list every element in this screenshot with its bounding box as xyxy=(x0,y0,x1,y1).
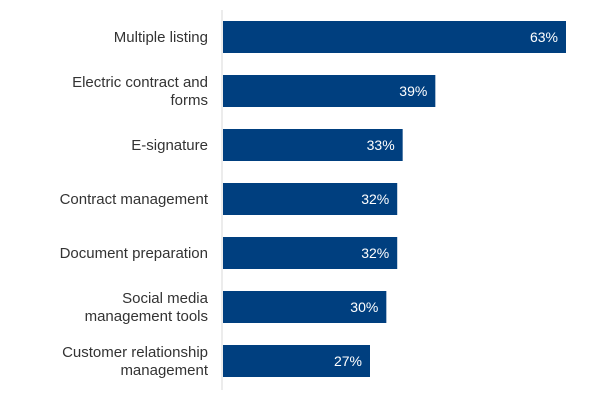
value-label-5: 30% xyxy=(350,299,378,315)
value-label-2: 33% xyxy=(367,137,395,153)
value-label-3: 32% xyxy=(361,191,389,207)
value-label-4: 32% xyxy=(361,245,389,261)
bar-5 xyxy=(223,291,387,323)
value-label-1: 39% xyxy=(399,83,427,99)
category-label-1-line-1: forms xyxy=(171,92,209,109)
category-label-6-line-1: management xyxy=(120,362,208,379)
category-label-5-line-1: management tools xyxy=(85,308,208,325)
value-label-6: 27% xyxy=(334,353,362,369)
category-label-2-line-0: E-signature xyxy=(131,137,208,154)
bar-6 xyxy=(223,345,370,377)
value-label-0: 63% xyxy=(530,29,558,45)
category-label-3-line-0: Contract management xyxy=(60,191,209,208)
bar-1 xyxy=(223,75,436,107)
category-label-2: E-signature xyxy=(131,137,208,154)
category-label-6: Customer relationship management xyxy=(62,344,209,379)
bars-group xyxy=(223,21,566,377)
category-label-1: Electric contract and forms xyxy=(72,74,208,109)
bar-2 xyxy=(223,129,403,161)
category-label-5-line-0: Social media xyxy=(122,290,209,307)
category-label-4: Document preparation xyxy=(60,245,208,262)
category-label-1-line-0: Electric contract and xyxy=(72,74,208,91)
category-label-6-line-0: Customer relationship xyxy=(62,344,208,361)
category-label-4-line-0: Document preparation xyxy=(60,245,208,262)
category-label-0-line-0: Multiple listing xyxy=(114,29,208,46)
value-labels: 63% 39% 33% 32% 32% 30% 27% xyxy=(334,29,558,369)
bar-4 xyxy=(223,237,398,269)
category-label-3: Contract management xyxy=(60,191,209,208)
category-label-0: Multiple listing xyxy=(114,29,208,46)
category-label-5: Social media management tools xyxy=(85,290,209,325)
bar-3 xyxy=(223,183,398,215)
bar-0 xyxy=(223,21,566,53)
category-labels: Multiple listing Electric contract and for… xyxy=(60,29,209,379)
